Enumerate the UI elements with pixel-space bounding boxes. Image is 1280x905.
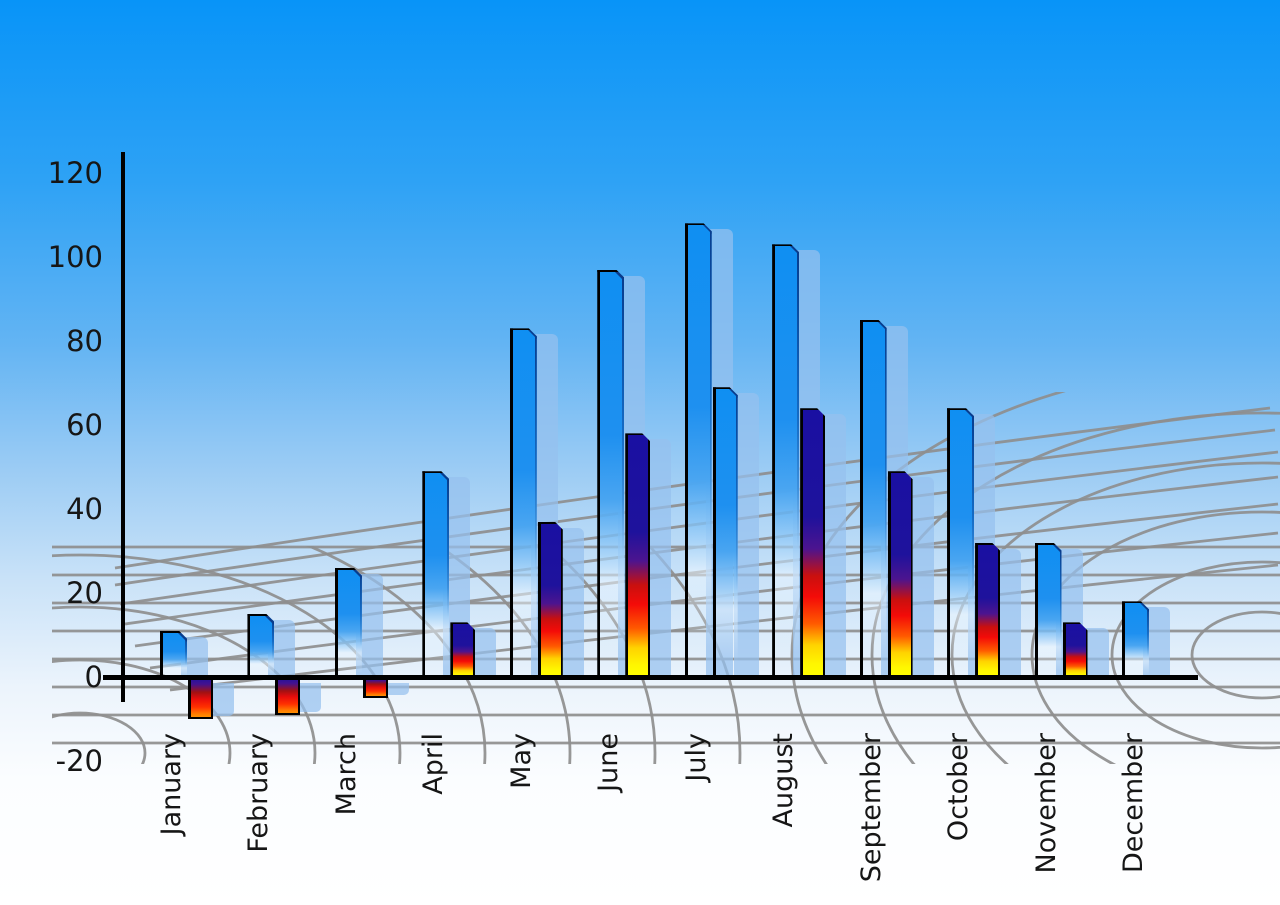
bar-may-series1 [510,328,537,679]
bar-shadow-april-s2 [471,628,497,680]
bar-shadow-june-s2 [646,439,672,680]
y-tick-label-60: 60 [66,408,103,442]
bar-october-series1 [947,408,974,679]
bar-march-series1 [335,568,362,679]
bar-january-series1 [160,631,187,679]
bar-august-series2 [800,408,825,679]
bar-shadow-august-s2 [821,414,847,680]
y-tick-label-20: 20 [66,576,103,610]
bar-november-series1 [1035,543,1062,679]
bar-september-series2 [888,471,913,679]
bar-october-series2 [975,543,1000,679]
y-tick-label--20: -20 [55,744,103,778]
bar-january-series2 [188,677,213,719]
y-tick-label-80: 80 [66,324,103,358]
bar-april-series1 [422,471,449,679]
bar-shadow-january-s2 [209,683,234,716]
bar-august-series1 [772,244,799,679]
y-tick-label-40: 40 [66,492,103,526]
bar-shadow-november-s2 [1083,628,1109,680]
bar-september-series1 [860,320,887,679]
y-tick-label-0: 0 [84,660,103,694]
grid-left-fan [52,546,742,764]
bar-shadow-july-s2 [733,393,759,680]
bar-march-series2 [362,677,388,698]
bar-june-series1 [597,270,624,679]
bar-shadow-september-s2 [908,477,934,680]
bar-february-series1 [247,614,274,679]
y-tick-label-100: 100 [47,240,103,274]
bar-july-series2 [713,387,738,679]
bar-june-series2 [625,433,650,679]
bar-may-series2 [538,522,563,679]
bar-february-series2 [275,677,301,715]
x-axis-line [103,675,1198,680]
bar-shadow-february-s2 [296,683,322,712]
bar-shadow-may-s2 [558,527,584,680]
bar-november-series2 [1063,622,1088,679]
bar-shadow-october-s2 [996,548,1022,680]
bar-july-series1 [685,223,712,679]
y-axis-line [121,152,125,702]
bar-december-series1 [1122,601,1149,679]
bar-april-series2 [450,622,475,679]
y-tick-label-120: 120 [47,156,103,190]
bar-shadow-march-s2 [383,683,409,695]
